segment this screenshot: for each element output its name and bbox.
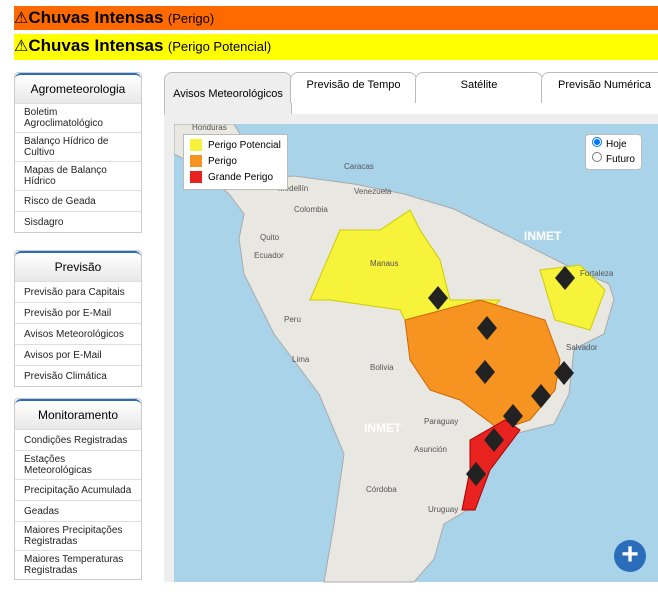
place: Manaus [370, 259, 398, 268]
sidebar-panel: Agrometeorologia Boletim Agroclimatológic… [14, 72, 142, 233]
place: Salvador [566, 343, 598, 352]
legend-label: Grande Perigo [208, 172, 274, 183]
place: Asunción [414, 445, 447, 454]
watermark: INMET [524, 229, 562, 243]
zone-yellow[interactable] [539, 264, 606, 331]
zone-yellow[interactable] [309, 209, 502, 331]
menu-item[interactable]: Maiores Temperaturas Registradas [15, 550, 141, 579]
panel-title: Monitoramento [15, 399, 141, 429]
place: Medellín [278, 184, 308, 193]
legend-label: Perigo Potencial [208, 140, 281, 151]
alert-level: (Perigo) [167, 11, 215, 26]
menu-item[interactable]: Geadas [15, 500, 141, 521]
place: Quito [260, 233, 280, 242]
tab[interactable]: Previsão Numérica [541, 72, 658, 103]
menu-item[interactable]: Maiores Precipitações Registradas [15, 521, 141, 550]
alert-bar[interactable]: ⚠Chuvas Intensas (Perigo Potencial) [14, 34, 658, 60]
alert-title: Chuvas Intensas [28, 36, 164, 55]
panel-title: Previsão [15, 251, 141, 281]
place: Fortaleza [580, 269, 614, 278]
date-options: Hoje Futuro [585, 134, 642, 170]
place: Honduras [192, 124, 227, 132]
tab[interactable]: Avisos Meteorológicos [164, 72, 292, 115]
menu-item[interactable]: Previsão para Capitais [15, 281, 141, 302]
menu-item[interactable]: Avisos por E-Mail [15, 344, 141, 365]
map-panel: Honduras Caracas Medellín Venezuela Colo… [164, 114, 658, 583]
alert-level: (Perigo Potencial) [167, 39, 272, 54]
menu-item[interactable]: Previsão por E-Mail [15, 302, 141, 323]
menu-item[interactable]: Condições Registradas [15, 429, 141, 450]
place: Venezuela [354, 187, 392, 196]
place: Peru [284, 315, 301, 324]
legend-label: Perigo [208, 156, 237, 167]
sidebar-panel: Monitoramento Condições Registradas Estaçõ… [14, 398, 142, 580]
menu-item[interactable]: Balanço Hídrico de Cultivo [15, 132, 141, 161]
panel-title: Agrometeorologia [15, 73, 141, 103]
place: Bolivia [370, 363, 394, 372]
menu-item[interactable]: Avisos Meteorológicos [15, 323, 141, 344]
radio-label: Hoje [606, 139, 627, 150]
watermark: INMET [364, 421, 402, 435]
legend-item: Perigo Potencial [190, 138, 281, 154]
place: Córdoba [366, 485, 397, 494]
menu-item[interactable]: Precipitação Acumulada [15, 479, 141, 500]
menu-item[interactable]: Sisdagro [15, 211, 141, 232]
tab[interactable]: Satélite [415, 72, 543, 103]
sidebar-panel: Previsão Previsão para Capitais Previsão p… [14, 250, 142, 387]
menu-item[interactable]: Estações Meteorológicas [15, 450, 141, 479]
map: Honduras Caracas Medellín Venezuela Colo… [174, 124, 658, 583]
legend-item: Perigo [190, 154, 281, 170]
zoom-button[interactable]: + [614, 540, 646, 572]
menu-item[interactable]: Mapas de Balanço Hídrico [15, 161, 141, 190]
place: Colombia [294, 205, 328, 214]
menu-item[interactable]: Boletim Agroclimatológico [15, 103, 141, 132]
place: Ecuador [254, 251, 284, 260]
radio-option[interactable]: Futuro [592, 152, 635, 167]
alert-title: Chuvas Intensas [28, 8, 164, 27]
alert-bar[interactable]: ⚠Chuvas Intensas (Perigo) [14, 6, 658, 30]
menu-item[interactable]: Previsão Climática [15, 365, 141, 386]
warning-icons [428, 266, 575, 486]
legend-item: Grande Perigo [190, 170, 281, 186]
menu-item[interactable]: Risco de Geada [15, 190, 141, 211]
place: Caracas [344, 162, 374, 171]
tab[interactable]: Previsão de Tempo [290, 72, 417, 103]
place: Paraguay [424, 417, 458, 426]
legend: Perigo Potencial Perigo Grande Perigo [183, 134, 288, 190]
place: Lima [292, 355, 310, 364]
radio-option[interactable]: Hoje [592, 137, 635, 152]
radio-label: Futuro [606, 154, 635, 165]
place: Uruguay [428, 505, 458, 514]
